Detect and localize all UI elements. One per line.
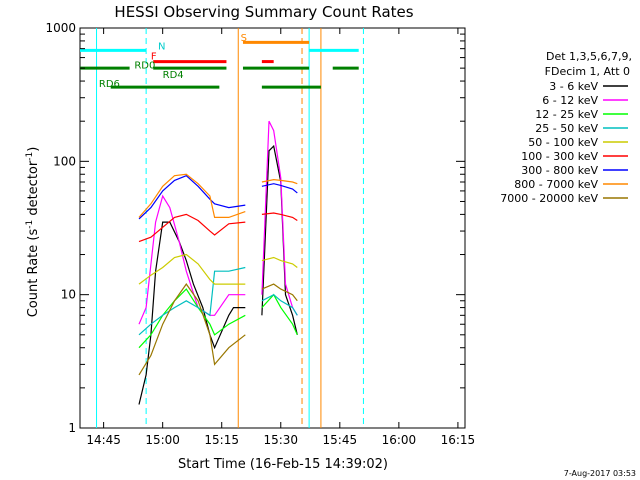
series-group bbox=[138, 120, 298, 405]
legend-label-3: 25 - 50 keV bbox=[535, 122, 598, 135]
y-axis-label-exp2: -1 bbox=[25, 152, 35, 161]
y-tick-label-3: 1000 bbox=[45, 21, 76, 35]
y-tick-label-2: 100 bbox=[53, 154, 76, 168]
x-tick-label-2: 15:15 bbox=[204, 433, 239, 447]
y-axis-label: Count Rate (s-1 detector-1) bbox=[25, 147, 41, 318]
x-tick-label-4: 15:45 bbox=[323, 433, 358, 447]
series-line-3 bbox=[138, 266, 298, 336]
x-axis-label: Start Time (16-Feb-15 14:39:02) bbox=[178, 457, 388, 472]
chart-title: HESSI Observing Summary Count Rates bbox=[114, 3, 413, 21]
state-label-4: RD6 bbox=[99, 79, 120, 90]
series-line-5 bbox=[138, 212, 298, 243]
x-axis: 14:45 15:00 15:15 15:30 15:45 16:00 16:15 bbox=[86, 28, 475, 447]
legend-label-4: 50 - 100 keV bbox=[528, 136, 598, 149]
legend-label-7: 800 - 7000 keV bbox=[514, 178, 598, 191]
x-tick-label-5: 16:00 bbox=[382, 433, 417, 447]
y-axis-label-mid: detector bbox=[26, 160, 41, 220]
series-line-4 bbox=[138, 253, 298, 285]
state-label-3: RD4 bbox=[163, 70, 184, 81]
legend-label-6: 300 - 800 keV bbox=[521, 164, 598, 177]
legend-header-2: FDecim 1, Att 0 bbox=[545, 65, 630, 78]
x-tick-label-6: 16:15 bbox=[441, 433, 476, 447]
state-label-1: F bbox=[151, 52, 157, 63]
series-line-2 bbox=[138, 288, 298, 349]
series-line-8 bbox=[138, 283, 298, 376]
footer-timestamp: 7-Aug-2017 03:53 bbox=[564, 469, 636, 478]
y-axis: 1 10 100 1000 bbox=[45, 21, 465, 435]
plot-area bbox=[79, 27, 466, 429]
series-line-0 bbox=[138, 144, 298, 405]
legend-label-0: 3 - 6 keV bbox=[549, 80, 598, 93]
y-axis-label-exp1: -1 bbox=[25, 220, 35, 229]
state-label-2: RD0 bbox=[134, 61, 155, 72]
series-line-6 bbox=[138, 175, 298, 220]
legend-label-1: 6 - 12 keV bbox=[542, 94, 598, 107]
y-axis-label-main: Count Rate (s bbox=[26, 229, 41, 318]
series-line-7 bbox=[138, 173, 298, 218]
x-tick-label-1: 15:00 bbox=[145, 433, 180, 447]
legend-header-1: Det 1,3,5,6,7,9, bbox=[546, 50, 632, 63]
x-tick-label-0: 14:45 bbox=[86, 433, 121, 447]
state-label-0: N bbox=[158, 41, 165, 52]
y-tick-label-1: 10 bbox=[61, 288, 76, 302]
x-tick-label-3: 15:30 bbox=[263, 433, 298, 447]
legend: Det 1,3,5,6,7,9, FDecim 1, Att 0 3 - 6 k… bbox=[500, 50, 632, 205]
legend-label-2: 12 - 25 keV bbox=[535, 108, 598, 121]
state-label-5: S bbox=[241, 33, 247, 44]
y-axis-label-end: ) bbox=[26, 147, 41, 152]
plot-frame bbox=[79, 27, 466, 429]
legend-label-5: 100 - 300 keV bbox=[521, 150, 598, 163]
legend-label-8: 7000 - 20000 keV bbox=[500, 192, 598, 205]
y-tick-label-0: 1 bbox=[68, 421, 76, 435]
